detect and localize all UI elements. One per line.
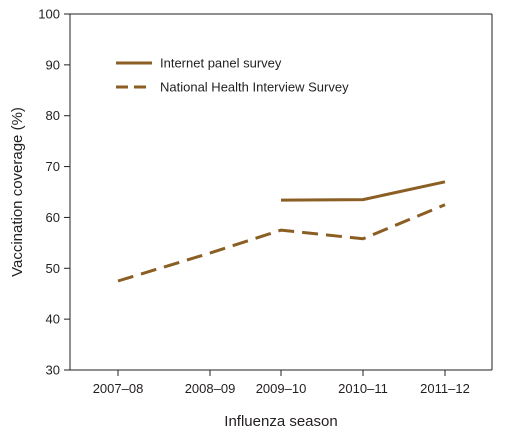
x-tick-label: 2007–08 [93, 381, 144, 396]
y-tick-label: 80 [46, 108, 60, 123]
x-axis-ticks: 2007–08 2008–09 2009–10 2010–11 2011–12 [93, 370, 470, 396]
y-tick-label: 100 [38, 7, 60, 22]
y-tick-label: 40 [46, 312, 60, 327]
legend-label: Internet panel survey [160, 56, 282, 71]
x-tick-label: 2008–09 [185, 381, 236, 396]
series-line-nhis [117, 203, 446, 283]
legend: Internet panel survey National Health Int… [116, 56, 349, 95]
x-tick-label: 2010–11 [338, 381, 388, 396]
x-axis-title: Influenza season [224, 413, 337, 430]
y-tick-label: 90 [46, 57, 60, 72]
y-tick-label: 30 [46, 363, 60, 378]
y-axis-ticks: 30 40 50 60 70 80 90 100 [38, 7, 70, 378]
x-tick-label: 2011–12 [420, 381, 470, 396]
y-tick-label: 50 [46, 261, 60, 276]
legend-label: National Health Interview Survey [160, 80, 349, 95]
series-line-internet-panel [280, 180, 446, 202]
series-layer [117, 180, 446, 283]
y-tick-label: 60 [46, 210, 60, 225]
y-axis-title: Vaccination coverage (%) [9, 107, 26, 277]
y-tick-label: 70 [46, 159, 60, 174]
x-tick-label: 2009–10 [256, 381, 307, 396]
